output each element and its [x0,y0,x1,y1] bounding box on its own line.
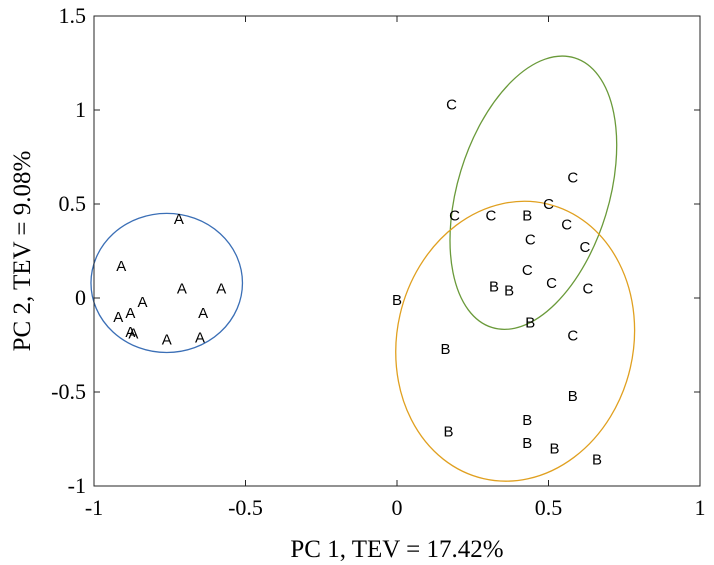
point-a: A [216,281,226,298]
point-c: C [546,275,557,292]
point-c: C [446,96,457,113]
cluster-ellipse-2 [395,200,636,482]
point-b: B [550,440,560,457]
point-a: A [116,258,126,275]
point-a: A [177,281,187,298]
point-b: B [522,412,532,429]
x-axis-title: PC 1, TEV = 17.42% [290,536,503,563]
point-b: B [504,282,514,299]
point-c: C [525,232,536,249]
point-a: A [128,326,138,343]
point-b: B [525,314,535,331]
point-c: C [449,207,460,224]
point-b: B [522,207,532,224]
point-a: A [137,294,147,311]
cluster-ellipses [90,55,636,482]
point-b: B [568,388,578,405]
y-axis-title: PC 2, TEV = 9.08% [9,151,36,352]
point-a: A [113,309,123,326]
point-c: C [522,262,533,279]
y-tick-label: -0.5 [51,379,86,404]
x-tick-label: -0.5 [228,495,263,520]
cluster-ellipse-1 [449,55,618,331]
y-tick-label: 1.5 [59,3,87,28]
point-c: C [567,170,578,187]
point-a: A [125,324,135,341]
point-a: A [195,329,205,346]
point-c: C [579,239,590,256]
point-c: C [486,207,497,224]
point-c: C [561,217,572,234]
x-tick-label: 0 [392,495,403,520]
x-tick-label: -1 [85,495,103,520]
cluster-ellipse-0 [90,212,244,354]
point-a: A [125,305,135,322]
x-tick-label: 0.5 [535,495,563,520]
point-b: B [522,435,532,452]
x-tick-label: 1 [695,495,706,520]
point-b: B [440,341,450,358]
point-b: B [444,423,454,440]
point-b: B [489,279,499,296]
y-tick-label: 0 [75,285,86,310]
y-tick-label: -1 [68,473,86,498]
point-a: A [174,211,184,228]
point-a: A [198,305,208,322]
y-tick-label: 0.5 [59,191,87,216]
point-c: C [543,196,554,213]
y-tick-label: 1 [75,97,86,122]
point-b: B [392,292,402,309]
point-a: A [162,331,172,348]
point-b: B [592,452,602,469]
axes: -1 -0.5 0 0.5 1 -1 -0.5 0 0.5 1 1.5 [51,3,705,520]
point-c: C [567,328,578,345]
plot-frame [93,15,701,487]
point-c: C [582,281,593,298]
